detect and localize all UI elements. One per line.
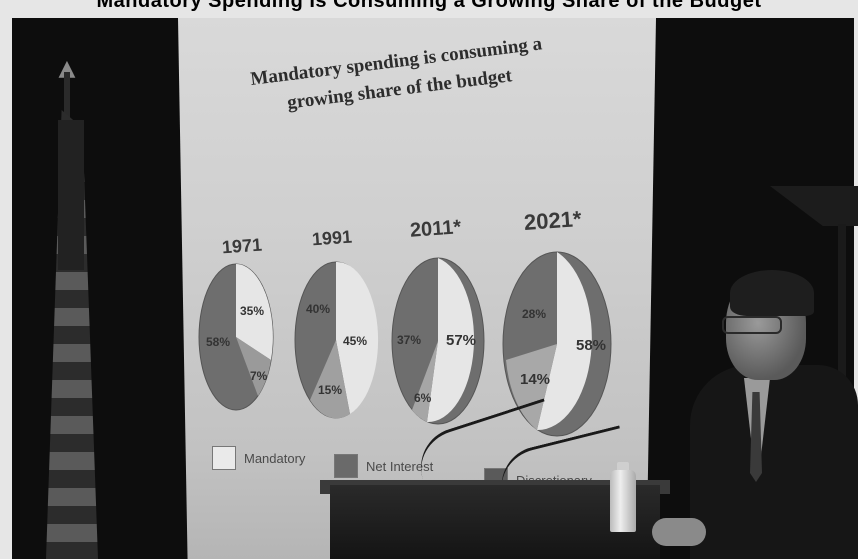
pie-1971-slice-interest <box>236 337 271 396</box>
pie-2011-slice-mandatory <box>427 258 475 423</box>
legend-label-net-interest: Net Interest <box>366 458 434 474</box>
pie-2021: 28% 58% 14% <box>502 251 612 437</box>
pie-2011-label-interest: 6% <box>414 391 432 405</box>
pie-2011: 37% 57% 6% <box>391 257 485 425</box>
pie-2021-label-discretionary: 28% <box>522 307 546 321</box>
pie-2021-label-mandatory: 58% <box>576 337 606 354</box>
pie-2011-label-discretionary: 37% <box>397 333 421 347</box>
pie-1971: 35% 58% 7% <box>198 263 274 411</box>
legend-swatch-mandatory <box>212 446 236 470</box>
pie-1991-slice-mandatory <box>336 261 379 414</box>
pie-2021-slice-interest <box>506 344 557 430</box>
pie-1971-slice-mandatory <box>236 264 273 360</box>
podium <box>330 485 660 559</box>
speaker-suit <box>690 365 858 559</box>
speaker-glasses <box>722 316 782 334</box>
caption-banner: Mandatory Spending Is Consuming a Growin… <box>0 0 858 18</box>
pie-1991-label-interest: 15% <box>318 383 342 397</box>
caption-text: Mandatory Spending Is Consuming a Growin… <box>96 0 762 12</box>
pie-1991-label-mandatory: 45% <box>343 334 367 348</box>
pie-1971-label-mandatory: 35% <box>240 304 264 318</box>
photo-border-left <box>0 18 12 559</box>
water-bottle-cap <box>617 462 629 472</box>
legend-net-interest: Net Interest <box>334 454 433 478</box>
pie-2011-label-mandatory: 57% <box>446 332 476 349</box>
eagle-finial-icon: ▲ <box>58 56 76 81</box>
pie-1991-label-discretionary: 40% <box>306 302 330 316</box>
pie-1971-label-interest: 7% <box>250 369 268 383</box>
photo-border-right <box>854 18 858 559</box>
legend-swatch-net-interest <box>334 454 358 478</box>
speaker-tie <box>750 392 762 482</box>
pie-1971-label-discretionary: 58% <box>206 335 230 349</box>
speaker-hair <box>730 270 814 316</box>
pie-2011-slice-interest <box>412 341 438 422</box>
pie-2021-label-interest: 14% <box>520 371 550 388</box>
pie-1991-slice-interest <box>310 340 350 419</box>
pie-1991: 40% 45% 15% <box>294 261 379 419</box>
legend-label-mandatory: Mandatory <box>244 450 306 466</box>
water-bottle <box>610 470 636 532</box>
pie-2021-slice-mandatory <box>537 252 592 431</box>
speaker-hand <box>652 518 706 546</box>
legend-mandatory: Mandatory <box>212 446 305 470</box>
flag-canton <box>58 120 84 270</box>
